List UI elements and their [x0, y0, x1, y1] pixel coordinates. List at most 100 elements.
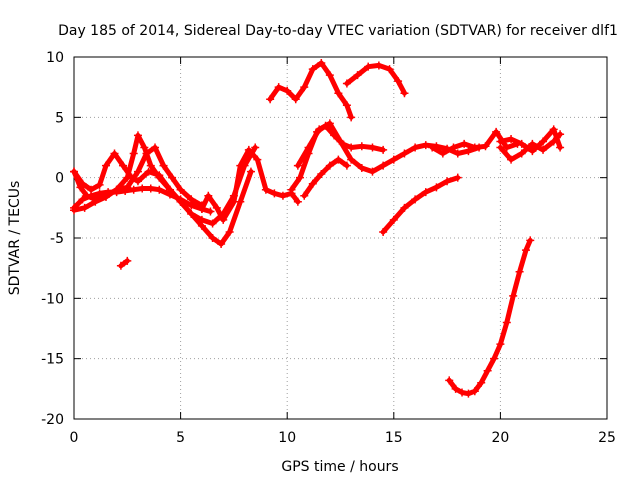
data-point [197, 215, 206, 224]
data-point [176, 185, 185, 194]
data-point [445, 376, 454, 385]
data-series-arc11 [379, 173, 462, 236]
data-point [287, 185, 296, 194]
data-point [133, 177, 142, 186]
data-point [438, 149, 447, 158]
data-point [206, 207, 215, 216]
data-point [325, 119, 334, 128]
data-point [515, 267, 524, 276]
x-tick-label: 20 [491, 430, 509, 446]
data-point [95, 180, 104, 189]
data-point [368, 167, 377, 176]
data-point [91, 197, 100, 206]
data-point [204, 191, 213, 200]
data-point [492, 127, 501, 136]
data-point [528, 139, 537, 148]
data-point [496, 340, 505, 349]
data-point [347, 155, 356, 164]
data-point [385, 65, 394, 74]
data-point [246, 167, 255, 176]
data-point [400, 149, 409, 158]
data-point [70, 206, 78, 215]
tick-labels: 0 5 10 15 20 25 -20 -15 -10 -5 0 5 10 [41, 50, 616, 446]
data-point [140, 143, 149, 152]
data-point [490, 354, 499, 363]
data-point [129, 185, 138, 194]
data-point [379, 227, 388, 236]
data-point [225, 227, 234, 236]
data-point [517, 139, 526, 148]
plot-frame [73, 56, 608, 420]
data-point [325, 71, 334, 80]
data-point [336, 137, 345, 146]
data-point [364, 62, 373, 71]
data-point [421, 141, 430, 150]
data-point [556, 143, 565, 152]
data-point [509, 291, 518, 300]
data-point [82, 191, 91, 200]
data-series-arc14 [496, 125, 565, 156]
data-point [379, 145, 388, 154]
data-point [389, 155, 398, 164]
data-point [539, 137, 548, 146]
data-point [502, 318, 511, 327]
data-point [244, 145, 253, 154]
y-tick-label: -10 [41, 291, 64, 307]
data-point [483, 366, 492, 375]
data-point [270, 189, 279, 198]
data-point [526, 236, 535, 245]
data-point [432, 183, 441, 192]
data-point [517, 149, 526, 158]
data-point [470, 143, 479, 152]
data-point [176, 197, 185, 206]
y-tick-label: 0 [55, 171, 64, 187]
series-trace [344, 62, 407, 96]
series-trace [301, 157, 350, 199]
data-point [78, 195, 87, 204]
data-point [266, 95, 275, 104]
data-point [144, 167, 153, 176]
data-series-arc5 [187, 145, 302, 224]
data-point [165, 185, 174, 194]
data-point [123, 183, 132, 192]
data-point [291, 95, 300, 104]
data-point [87, 185, 96, 194]
data-point [496, 137, 505, 146]
data-point [101, 192, 110, 201]
x-tick-label: 5 [176, 430, 185, 446]
data-point [253, 155, 262, 164]
data-point [353, 71, 362, 80]
data-point [138, 184, 147, 193]
data-point [151, 143, 160, 152]
data-point [315, 125, 324, 134]
data-point [123, 173, 132, 182]
data-series-arc7 [342, 61, 409, 98]
data-point [342, 79, 351, 88]
data-point [357, 164, 366, 173]
data-point [80, 203, 89, 212]
data-point [394, 77, 403, 86]
y-tick-label: -5 [50, 231, 64, 247]
data-point [70, 167, 78, 176]
data-point [212, 203, 221, 212]
data-point [539, 145, 548, 154]
data-point [142, 149, 151, 158]
data-point [428, 143, 437, 152]
data-series-arc10 [300, 155, 351, 200]
x-tick-label: 15 [385, 430, 403, 446]
data-series-arc13 [496, 130, 565, 164]
data-point [481, 142, 490, 151]
data-point [458, 388, 467, 397]
axis-ticks [73, 56, 608, 420]
y-tick-label: 10 [46, 50, 64, 66]
data-point [112, 185, 121, 194]
data-series-arc6 [266, 59, 356, 122]
data-point [411, 143, 420, 152]
data-point [347, 113, 356, 122]
y-tick-label: 5 [55, 110, 64, 126]
x-tick-label: 0 [70, 430, 79, 446]
data-point [159, 161, 168, 170]
data-point [116, 261, 125, 270]
data-point [464, 147, 473, 156]
